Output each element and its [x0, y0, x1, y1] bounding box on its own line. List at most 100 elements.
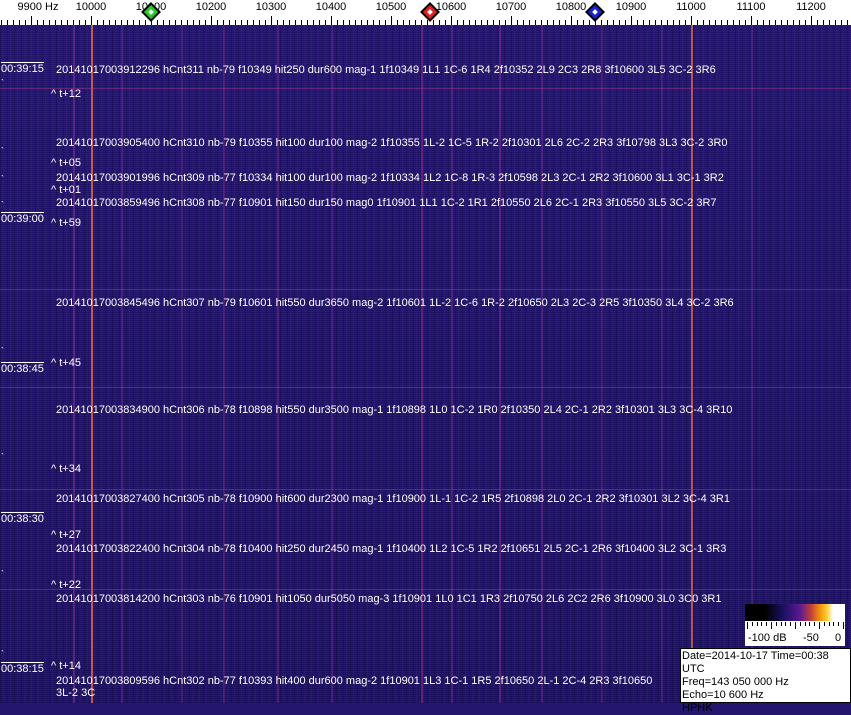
scale-tick: [1, 20, 2, 25]
scale-tick: [667, 20, 668, 25]
signal-trace: [277, 25, 279, 703]
scale-tick: [253, 20, 254, 25]
scale-tick: [547, 20, 548, 25]
frequency-label: 10400: [315, 1, 347, 13]
signal-trace: [73, 25, 75, 703]
scale-tick: [781, 20, 782, 25]
scale-tick: [13, 20, 14, 25]
color-bar-tick: [804, 622, 806, 626]
scale-tick: [199, 20, 200, 25]
scale-tick: [31, 16, 32, 25]
signal-trace: [421, 25, 423, 703]
color-bar-tick: [819, 622, 820, 629]
scale-tick: [493, 20, 494, 25]
scale-tick: [259, 20, 260, 25]
scale-tick: [607, 20, 608, 25]
frequency-label: 10500: [375, 1, 407, 13]
scale-tick: [427, 20, 428, 25]
scale-tick: [223, 20, 224, 25]
scale-tick: [685, 20, 686, 25]
scale-tick: [571, 16, 572, 25]
scale-tick: [355, 20, 356, 25]
frequency-scale[interactable]: 9900 Hz 10000101001020010300104001050010…: [0, 0, 851, 25]
scale-tick: [85, 20, 86, 25]
scale-tick: [775, 20, 776, 25]
scale-tick: [523, 20, 524, 25]
scale-tick: [595, 20, 596, 25]
info-freq: Freq=143 050 000 Hz: [682, 676, 789, 688]
detection-event: 20141017003859496 hCnt308 nb-77 f10901 h…: [56, 197, 717, 209]
detection-event: 20141017003814200 hCnt303 nb-76 f10901 h…: [56, 593, 722, 605]
scale-tick: [229, 20, 230, 25]
scale-tick: [673, 20, 674, 25]
time-offset-marker: ^ t+14: [51, 660, 81, 672]
color-bar-tick: [823, 622, 825, 626]
blue-marker-icon[interactable]: [585, 2, 605, 22]
scale-tick: [577, 20, 578, 25]
time-gridline: [0, 489, 851, 490]
scale-tick: [613, 20, 614, 25]
scale-tick: [337, 20, 338, 25]
scale-tick: [433, 20, 434, 25]
detection-event: 20141017003912296 hCnt311 nb-79 f10349 h…: [56, 64, 716, 76]
scale-tick: [541, 20, 542, 25]
detection-event: 20141017003901996 hCnt309 nb-77 f10334 h…: [56, 172, 724, 184]
scale-tick: [247, 20, 248, 25]
scale-tick: [349, 20, 350, 25]
scale-tick: [823, 20, 824, 25]
scale-tick: [325, 20, 326, 25]
event-tick: `: [1, 200, 4, 210]
scale-tick: [733, 20, 734, 25]
detection-event: 20141017003827400 hCnt305 nb-78 f10900 h…: [56, 493, 730, 505]
signal-trace: [331, 25, 333, 703]
scale-tick: [847, 20, 848, 25]
scale-tick: [589, 20, 590, 25]
scale-tick: [439, 20, 440, 25]
scale-tick: [169, 20, 170, 25]
waterfall-spectrogram[interactable]: 20141017003912296 hCnt311 nb-79 f10349 h…: [0, 25, 851, 703]
info-echo: Echo=10 600 Hz: [682, 689, 764, 701]
detection-event: 20141017003845496 hCnt307 nb-79 f10601 h…: [56, 297, 734, 309]
detection-event: 20141017003834900 hCnt306 nb-78 f10898 h…: [56, 404, 733, 416]
scale-tick: [451, 16, 452, 25]
scale-tick: [637, 20, 638, 25]
signal-trace: [181, 25, 183, 703]
scale-tick: [625, 20, 626, 25]
signal-trace: [91, 25, 93, 703]
scale-tick: [745, 20, 746, 25]
scale-tick: [385, 20, 386, 25]
scale-tick: [121, 20, 122, 25]
scale-tick: [727, 20, 728, 25]
scale-tick: [391, 16, 392, 25]
scale-tick: [481, 20, 482, 25]
scale-tick: [409, 20, 410, 25]
scale-tick: [133, 20, 134, 25]
scale-tick: [829, 20, 830, 25]
color-bar-tick: [756, 622, 758, 626]
frequency-unit-label: 9900 Hz: [17, 1, 59, 13]
event-tick: `: [1, 78, 4, 88]
event-tick: `: [1, 174, 4, 184]
scale-tick: [115, 20, 116, 25]
scale-tick: [415, 20, 416, 25]
event-tick: `: [1, 569, 4, 579]
scale-tick: [799, 20, 800, 25]
frequency-label: 10000: [75, 1, 107, 13]
signal-trace: [223, 25, 225, 703]
scale-tick: [319, 20, 320, 25]
scale-tick: [511, 16, 512, 25]
scale-tick: [91, 16, 92, 25]
info-date-time: Date=2014-10-17 Time=00:38 UTC: [682, 650, 829, 675]
scale-tick: [271, 16, 272, 25]
scale-tick: [145, 20, 146, 25]
scale-tick: [25, 20, 26, 25]
scale-tick: [739, 20, 740, 25]
scale-tick: [313, 20, 314, 25]
frequency-label: 10600: [435, 1, 467, 13]
scale-tick: [73, 20, 74, 25]
scale-tick: [601, 20, 602, 25]
time-offset-marker: ^ t+22: [51, 579, 81, 591]
event-tick: `: [1, 519, 4, 529]
scale-tick: [157, 20, 158, 25]
scale-tick: [559, 20, 560, 25]
